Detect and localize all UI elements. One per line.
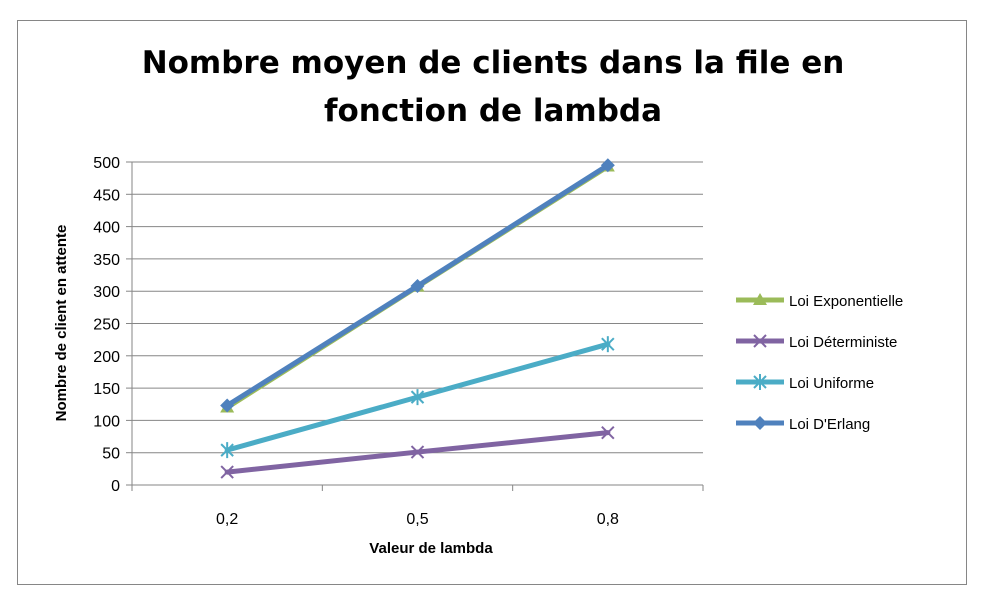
data-point [601,336,615,353]
axes [126,161,704,491]
y-tick-label: 200 [93,349,120,366]
legend-marker [753,293,767,305]
legend-marker [753,334,767,348]
series-loi-uniforme [220,336,615,459]
legend-item: Loi D'Erlang [736,416,870,433]
chart-title-line-1: Nombre moyen de clients dans la file en [142,45,845,81]
x-tick-labels: 0,2 0,5 0,8 [216,511,619,528]
legend-marker [753,374,767,390]
y-tick-label: 300 [93,284,120,301]
y-tick-label: 50 [102,446,120,463]
y-tick-label: 150 [93,381,120,398]
y-tick-label: 500 [93,155,120,172]
legend-label: Loi Déterministe [789,334,897,351]
series-loi-d-terministe [220,425,615,479]
chart-frame [17,20,967,585]
chart-title-line-2: fonction de lambda [324,93,662,129]
y-tick-label: 100 [93,413,120,430]
series-group [220,158,615,479]
legend-item: Loi Déterministe [736,334,897,351]
data-point [410,279,425,294]
x-tick-label: 0,2 [216,511,238,528]
gridlines [132,161,703,454]
data-point [601,425,615,440]
series-loi-d-erlang [220,158,615,413]
legend-item: Loi Exponentielle [736,293,903,310]
y-tick-label: 350 [93,252,120,269]
legend-label: Loi Uniforme [789,375,874,392]
legend-item: Loi Uniforme [736,374,874,392]
y-tick-label: 400 [93,220,120,237]
legend-label: Loi D'Erlang [789,416,870,433]
data-point [220,465,234,479]
x-tick-label: 0,8 [597,511,619,528]
data-point [220,398,235,413]
data-point [410,445,425,459]
y-tick-labels: 0 50 100 150 200 250 300 350 400 450 500 [93,155,120,495]
data-point [600,158,615,173]
y-axis-title: Nombre de client en attente [53,225,70,422]
y-tick-label: 0 [111,478,120,495]
data-point [410,389,425,406]
legend-label: Loi Exponentielle [789,293,903,310]
x-axis-title: Valeur de lambda [369,540,493,557]
y-tick-label: 450 [93,187,120,204]
legend: Loi Exponentielle Loi Déterministe Loi Uni… [736,293,903,433]
data-point [220,442,234,459]
x-tick-label: 0,5 [406,511,428,528]
y-tick-label: 250 [93,317,120,334]
legend-marker [753,416,767,430]
